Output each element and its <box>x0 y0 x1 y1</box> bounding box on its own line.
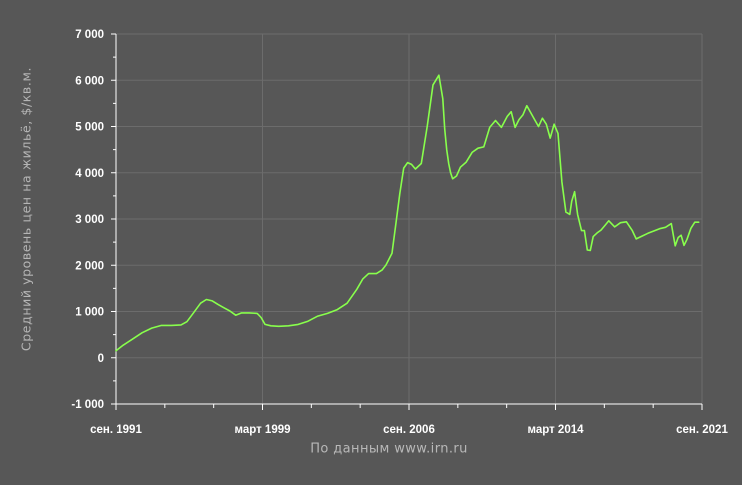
y-tick-label: 4 000 <box>75 168 104 180</box>
y-tick-label: -1 000 <box>71 399 104 411</box>
y-axis-title: Средний уровень цен на жильё, $/кв.м. <box>18 66 34 352</box>
series <box>115 74 700 352</box>
y-tick-label: 5 000 <box>75 122 104 134</box>
x-tick-label: март 1999 <box>234 424 290 436</box>
x-tick-label: сен. 2006 <box>383 424 435 436</box>
ticks <box>111 33 703 410</box>
y-tick-label: 6 000 <box>75 75 104 87</box>
y-tick-label: 7 000 <box>75 29 104 41</box>
series-line-0 <box>115 74 700 352</box>
x-tick-label: март 2014 <box>527 424 584 436</box>
y-tick-label: 2 000 <box>75 260 104 272</box>
y-tick-label: 3 000 <box>75 214 104 226</box>
y-tick-label: 0 <box>98 353 104 365</box>
x-tick-label: сен. 1991 <box>90 424 142 436</box>
y-tick-label: 1 000 <box>75 307 104 319</box>
x-tick-label: сен. 2021 <box>676 424 728 436</box>
source-note: По данным www.irn.ru <box>310 441 468 457</box>
tick-labels: 7 000 6 000 5 000 4 000 3 000 2 000 1 000 0 -1 0… <box>71 29 728 436</box>
